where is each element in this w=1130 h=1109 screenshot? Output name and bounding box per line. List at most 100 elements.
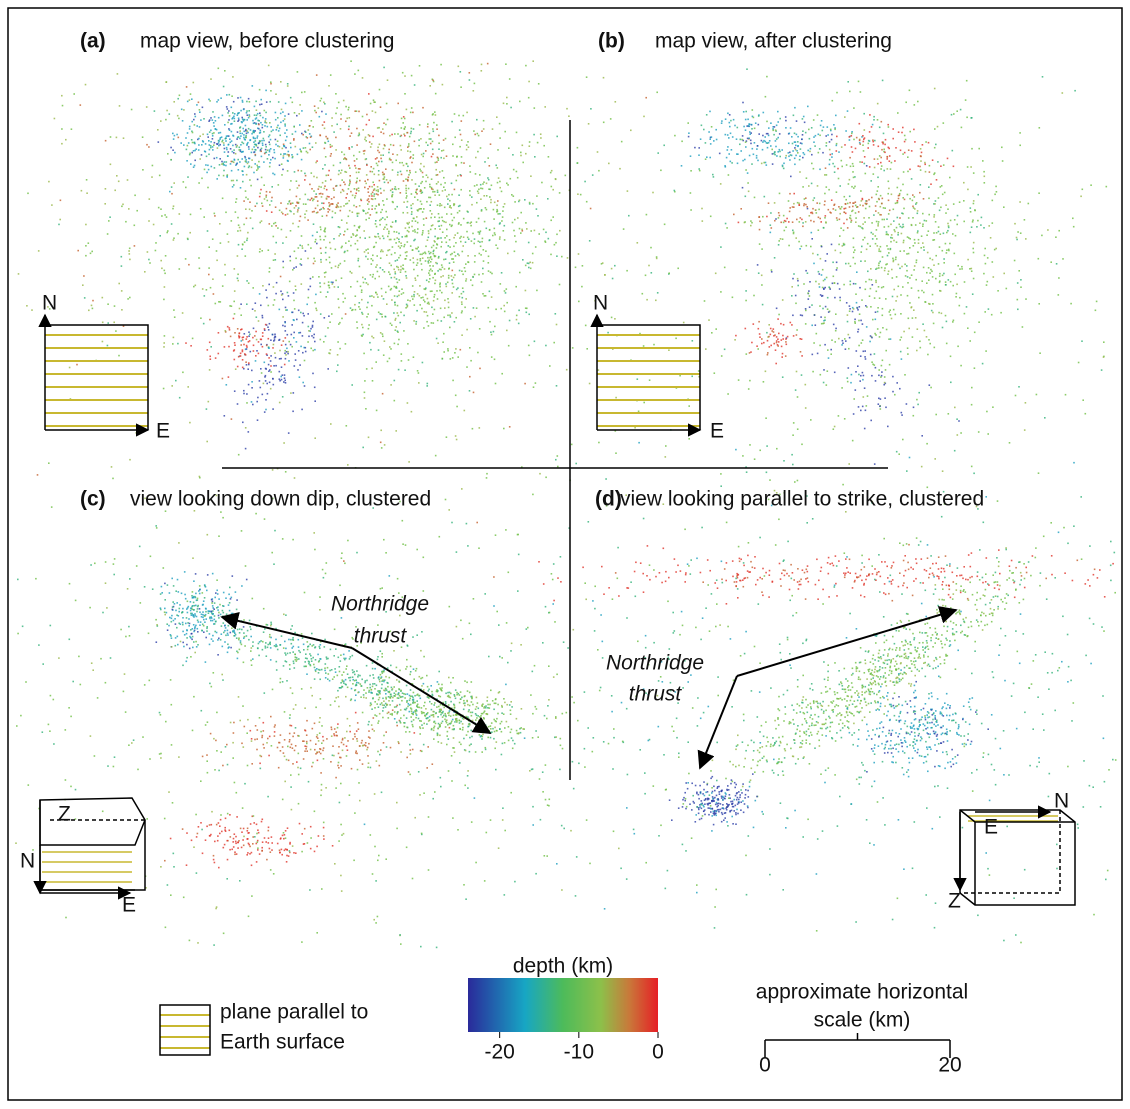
event-dot — [745, 119, 747, 121]
event-dot — [656, 256, 658, 258]
event-dot — [85, 84, 87, 86]
event-dot — [733, 214, 735, 216]
event-dot — [252, 337, 254, 339]
event-dot — [354, 73, 356, 75]
event-dot — [461, 162, 463, 164]
event-dot — [444, 182, 446, 184]
event-dot — [234, 268, 236, 270]
event-dot — [751, 342, 753, 344]
event-dot — [421, 203, 423, 205]
event-dot — [849, 136, 851, 138]
event-dot — [325, 296, 327, 298]
event-dot — [284, 380, 286, 382]
event-dot — [719, 153, 721, 155]
event-dot — [219, 158, 221, 160]
event-dot — [166, 216, 168, 218]
event-dot — [264, 125, 266, 127]
event-dot — [439, 269, 441, 271]
event-dot — [758, 124, 760, 126]
event-dot — [341, 151, 343, 153]
event-dot — [925, 171, 927, 173]
event-dot — [315, 162, 317, 164]
event-dot — [791, 136, 793, 138]
event-dot — [754, 458, 756, 460]
event-dot — [246, 218, 248, 220]
event-dot — [851, 131, 853, 133]
event-dot — [359, 308, 361, 310]
event-dot — [386, 198, 388, 200]
event-dot — [851, 135, 853, 137]
event-dot — [229, 129, 231, 131]
event-dot — [227, 122, 229, 124]
event-dot — [841, 146, 843, 148]
event-dot — [332, 211, 334, 213]
event-dot — [350, 60, 352, 62]
event-dot — [295, 266, 297, 268]
event-dot — [817, 114, 819, 116]
event-dot — [763, 342, 765, 344]
event-dot — [926, 443, 928, 445]
event-dot — [401, 288, 403, 290]
event-dot — [923, 246, 925, 248]
event-dot — [379, 180, 381, 182]
event-dot — [192, 636, 194, 638]
event-dot — [406, 195, 408, 197]
event-dot — [929, 165, 931, 167]
event-dot — [513, 195, 515, 197]
event-dot — [362, 129, 364, 131]
event-dot — [198, 149, 200, 151]
event-dot — [763, 112, 765, 114]
event-dot — [195, 593, 197, 595]
event-dot — [454, 234, 456, 236]
event-dot — [733, 119, 735, 121]
event-dot — [924, 220, 926, 222]
event-dot — [827, 126, 829, 128]
event-dot — [257, 113, 259, 115]
event-dot — [945, 315, 947, 317]
event-dot — [844, 552, 846, 554]
event-dot — [811, 212, 813, 214]
event-dot — [212, 278, 214, 280]
event-dot — [292, 269, 294, 271]
event-dot — [915, 317, 917, 319]
event-dot — [917, 232, 919, 234]
event-dot — [935, 414, 937, 416]
event-dot — [476, 202, 478, 204]
event-dot — [191, 639, 193, 641]
event-dot — [271, 225, 273, 227]
event-dot — [291, 154, 293, 156]
event-dot — [242, 128, 244, 130]
event-dot — [366, 307, 368, 309]
event-dot — [545, 345, 547, 347]
event-dot — [190, 601, 192, 603]
event-dot — [805, 197, 807, 199]
event-dot — [780, 323, 782, 325]
event-dot — [365, 183, 367, 185]
event-dot — [269, 271, 271, 273]
event-dot — [710, 216, 712, 218]
event-dot — [772, 153, 774, 155]
event-dot — [970, 117, 972, 119]
event-dot — [413, 269, 415, 271]
event-dot — [275, 259, 277, 261]
event-dot — [110, 164, 112, 166]
event-dot — [234, 344, 236, 346]
event-dot — [404, 118, 406, 120]
event-dot — [203, 141, 205, 143]
event-dot — [406, 304, 408, 306]
event-dot — [242, 339, 244, 341]
event-dot — [725, 166, 727, 168]
event-dot — [260, 344, 262, 346]
event-dot — [423, 218, 425, 220]
event-dot — [410, 112, 412, 114]
event-dot — [497, 248, 499, 250]
event-dot — [882, 143, 884, 145]
event-dot — [227, 233, 229, 235]
event-dot — [391, 134, 393, 136]
event-dot — [909, 247, 911, 249]
event-dot — [779, 156, 781, 158]
event-dot — [413, 294, 415, 296]
event-dot — [469, 79, 471, 81]
event-dot — [232, 112, 234, 114]
event-dot — [534, 156, 536, 158]
